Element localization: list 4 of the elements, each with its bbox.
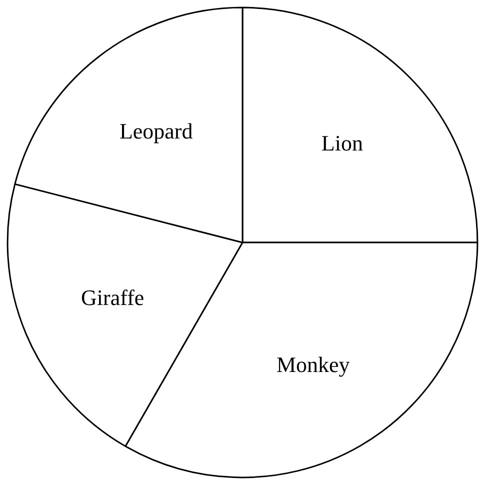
slice-label: Monkey [276, 352, 350, 378]
slice-label: Giraffe [81, 284, 144, 310]
slice-label: Lion [321, 130, 363, 156]
slice-label: Leopard [119, 118, 193, 144]
